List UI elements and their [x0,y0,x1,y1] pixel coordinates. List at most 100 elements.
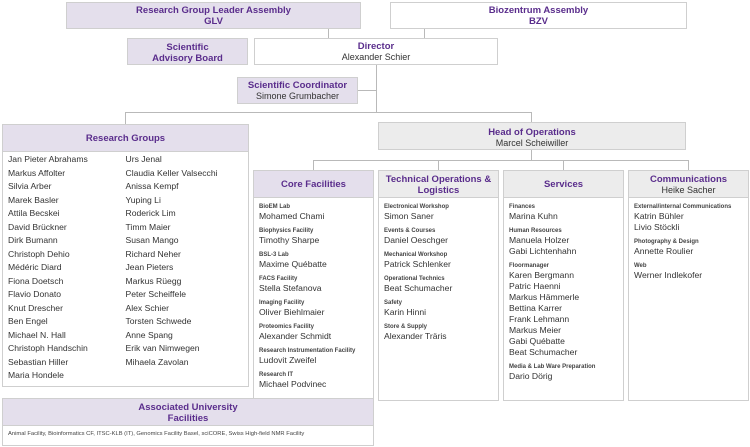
research-group-leader: Michael N. Hall [8,329,66,340]
services-title: Services [543,179,584,190]
unit-section: Research Instrumentation Facility Ludovit… [259,347,368,366]
unit-label: Research IT [259,372,294,378]
unit-person: Gabi Lichtenhahn [509,246,577,256]
research-group-leader: Claudia Keller Valsecchi [125,167,218,178]
tech-title: Technical Operations & Logistics [385,174,492,196]
glv-box: Research Group Leader Assembly GLV [66,2,361,29]
core-list: BioEM Lab Mohamed Chami Biophysics Facilit… [254,198,373,400]
unit-label: Safety [384,300,403,306]
unit-person: Ludovit Zweifel [259,355,317,365]
services-list: Finances Marina Kuhn Human Resources Manuel… [504,198,623,392]
unit-section: Floormanager Karen Bergmann Patric Haenni M… [509,262,618,358]
connector [125,112,126,124]
research-group-leader: Dirk Bumann [8,235,58,245]
unit-person: Bettina Karrer [509,303,563,313]
unit-label: Store & Supply [384,324,428,330]
unit-label: BioEM Lab [259,204,290,210]
unit-person: Patrick Schlenker [384,259,451,269]
connector [313,160,689,161]
research-group-leader: Peter Scheiffele [125,289,187,299]
unit-label: Web [634,263,647,269]
unit-person: Michael Podvinec [259,379,327,389]
unit-person: Marina Kuhn [509,211,558,221]
research-group-leader: Ben Engel [8,316,48,326]
unit-section: Electronical Workshop Simon Saner [384,203,493,222]
unit-section: Safety Karin Hinni [384,299,493,318]
connector [424,28,425,38]
unit-label: Research Instrumentation Facility [259,348,356,354]
unit-section: FACS Facility Stella Stefanova [259,275,368,294]
unit-person: Maxime Québatte [259,259,327,269]
research-group-leader: Anne Spang [125,329,173,340]
unit-label: BSL-3 Lab [259,252,289,258]
unit-person: Alexander Träris [384,331,447,341]
sab-box: Scientific Advisory Board [127,38,248,65]
glv-title: Research Group Leader Assembly [136,5,291,16]
unit-section: Photography & Design Annette Roulier [634,238,743,257]
research-group-leader: Silvia Arber [8,181,52,191]
research-groups-col1: Jan Pieter Abrahams Markus Affolter Silvia… [8,153,126,383]
connector [531,112,532,122]
unit-section: Imaging Facility Oliver Biehlmaier [259,299,368,318]
unit-section: BSL-3 Lab Maxime Québatte [259,251,368,270]
unit-person: Livio Stöckli [634,222,680,232]
connector [358,90,376,91]
research-group-leader: Timm Maier [125,221,171,232]
unit-person: Beat Schumacher [509,347,578,357]
connector [688,160,689,170]
unit-section: Biophysics Facility Timothy Sharpe [259,227,368,246]
unit-person: Mohamed Chami [259,211,325,221]
research-groups-box: Research Groups Jan Pieter Abrahams Marku… [2,124,249,387]
unit-label: Finances [509,204,536,210]
research-group-leader: Urs Jenal [125,154,162,164]
unit-section: Mechanical Workshop Patrick Schlenker [384,251,493,270]
head-ops-title: Head of Operations [488,127,576,138]
bzv-sub: BZV [529,16,548,27]
research-group-leader: Médéric Diard [8,262,62,272]
unit-label: Electronical Workshop [384,204,449,210]
research-group-leader: Richard Neher [125,248,181,259]
unit-person: Dario Dörig [509,371,553,381]
associated-text: Animal Facility, Bioinformatics CF, ITSC… [8,431,305,437]
unit-label: Operational Technics [384,276,445,282]
research-group-leader: Sebastian Hiller [8,356,69,367]
research-group-leader: Susan Mango [125,235,179,245]
unit-section: External/internal Communications Katrin B… [634,203,743,233]
unit-person: Werner Indlekofer [634,270,703,280]
head-ops-box: Head of Operations Marcel Scheiwiller [378,122,686,150]
comm-name: Heike Sacher [661,185,716,195]
unit-section: Media & Lab Ware Preparation Dario Dörig [509,363,618,382]
unit-section: Events & Courses Daniel Oeschger [384,227,493,246]
core-facilities-box: Core Facilities BioEM Lab Mohamed Chami Bi… [253,170,374,401]
unit-label: Proteomics Facility [259,324,315,330]
unit-section: Store & Supply Alexander Träris [384,323,493,342]
research-group-leader: David Brückner [8,221,67,232]
comm-title: Communications [649,174,728,185]
unit-person: Oliver Biehlmaier [259,307,325,317]
unit-person: Beat Schumacher [384,283,453,293]
director-name: Alexander Schier [341,52,411,62]
unit-person: Stella Stefanova [259,283,322,293]
research-group-leader: Marek Basler [8,194,59,205]
unit-label: Photography & Design [634,239,699,245]
unit-person: Simon Saner [384,211,434,221]
unit-person: Karin Hinni [384,307,427,317]
research-group-leader: Maria Hondele [8,370,64,380]
research-group-leader: Torsten Schwede [125,316,192,326]
connector [313,160,314,170]
glv-sub: GLV [204,16,223,27]
unit-label: Imaging Facility [259,300,305,306]
unit-label: FACS Facility [259,276,298,282]
research-group-leader: Alex Schier [125,302,169,313]
research-group-leader: Christoph Dehio [8,248,70,259]
unit-person: Karen Bergmann [509,270,574,280]
research-group-leader: Knut Drescher [8,302,63,313]
unit-section: Proteomics Facility Alexander Schmidt [259,323,368,342]
unit-person: Markus Hämmerle [509,292,580,302]
connector [531,149,532,160]
research-group-leader: Roderick Lim [125,208,176,218]
research-group-leader: Erik van Nimwegen [125,343,200,353]
unit-person: Annette Roulier [634,246,694,256]
research-group-leader: Markus Rüegg [125,275,182,286]
unit-section: Finances Marina Kuhn [509,203,618,222]
